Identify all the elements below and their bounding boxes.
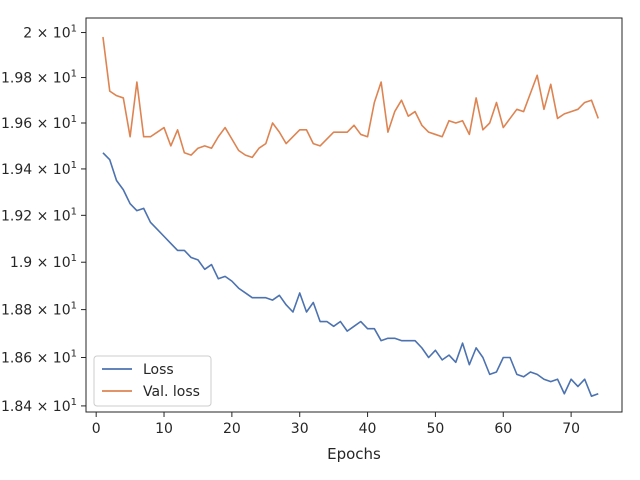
y-tick-label: 1.92 × 101: [1, 206, 77, 224]
series-lines: [102, 36, 599, 397]
x-tick-label: 40: [359, 421, 377, 437]
y-tick-label: 1.84 × 101: [1, 397, 77, 415]
legend-label: Val. loss: [143, 384, 200, 400]
y-tick-label: 1.9 × 101: [10, 253, 77, 271]
x-axis-label: Epochs: [327, 445, 381, 463]
x-tick-label: 30: [291, 421, 309, 437]
x-tick-label: 50: [427, 421, 445, 437]
legend-label: Loss: [143, 362, 174, 378]
legend: Loss Val. loss: [93, 355, 212, 407]
x-axis-ticks: 0 10 20 30 40 50 60 70: [92, 412, 580, 437]
y-tick-label: 1.86 × 101: [1, 349, 77, 367]
y-tick-label: 1.88 × 101: [1, 301, 77, 319]
x-tick-label: 70: [562, 421, 580, 437]
y-axis-ticks: 1.84 × 101 1.86 × 101 1.88 × 101 1.9 × 101 1…: [1, 24, 86, 415]
x-tick-label: 20: [223, 421, 241, 437]
series-line-loss: [102, 152, 599, 397]
series-line-val-loss: [102, 36, 599, 159]
y-tick-label: 1.94 × 101: [1, 160, 77, 178]
y-tick-label: 1.98 × 101: [1, 69, 77, 87]
x-tick-label: 60: [494, 421, 512, 437]
x-tick-label: 10: [155, 421, 173, 437]
y-tick-label: 2 × 101: [23, 24, 77, 42]
plot-frame: [85, 17, 623, 413]
y-tick-label: 1.96 × 101: [1, 114, 77, 132]
x-tick-label: 0: [92, 421, 101, 437]
plot-area: [85, 17, 623, 413]
